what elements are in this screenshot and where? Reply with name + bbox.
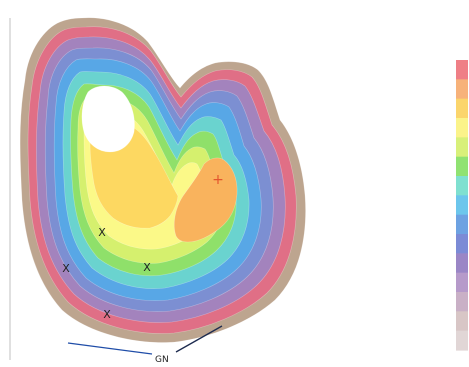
color-legend-swatch xyxy=(456,176,468,196)
color-legend-swatch xyxy=(456,311,468,332)
scale-bar xyxy=(67,342,153,355)
color-legend-swatch xyxy=(456,79,468,100)
point-marker-x: X xyxy=(98,226,106,239)
color-legend-swatch xyxy=(456,195,468,216)
direction-line xyxy=(175,325,223,353)
color-legend-swatch xyxy=(456,272,468,293)
contour-bands xyxy=(19,17,306,343)
color-legend-swatch xyxy=(456,60,468,80)
contour-band-11 xyxy=(173,157,238,243)
color-legend-bar xyxy=(456,60,468,351)
contour-band-12 xyxy=(81,85,135,153)
color-legend-swatch xyxy=(456,330,468,351)
color-legend-swatch xyxy=(456,156,468,177)
point-markers: X X X X + xyxy=(62,172,224,321)
north-label: GN xyxy=(155,355,169,365)
color-legend-swatch xyxy=(456,214,468,235)
color-legend-swatch xyxy=(456,118,468,138)
point-marker-x: X xyxy=(143,261,151,274)
point-marker-x: X xyxy=(62,262,70,275)
point-marker-x: X xyxy=(103,308,111,321)
color-legend-swatch xyxy=(456,137,468,158)
scale-bar-line xyxy=(67,342,153,355)
color-legend-swatch xyxy=(456,234,468,254)
color-legend-swatch xyxy=(456,292,468,312)
peak-marker: + xyxy=(212,172,224,188)
color-legend-swatch xyxy=(456,253,468,274)
color-legend-swatch xyxy=(456,98,468,119)
